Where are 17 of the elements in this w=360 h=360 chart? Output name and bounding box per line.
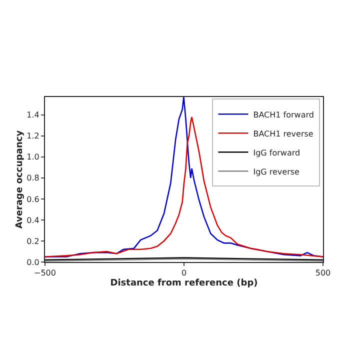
y-axis-title: Average occupancy: [15, 130, 26, 229]
y-tick-label: 0.0: [26, 258, 40, 267]
y-tick-label: 0.4: [26, 216, 40, 225]
y-tick-label: 0.2: [26, 236, 40, 246]
x-tick-label: 0: [181, 268, 187, 278]
x-axis-title: Distance from reference (bp): [110, 278, 258, 288]
x-tick-label: −500: [34, 268, 56, 278]
y-tick-label: 0.6: [26, 194, 40, 204]
y-tick-label: 1.2: [26, 132, 40, 141]
legend-label: BACH1 forward: [253, 110, 314, 120]
x-tick-label: 500: [315, 268, 331, 278]
legend-label: BACH1 reverse: [253, 129, 314, 138]
y-tick-label: 1.4: [26, 110, 40, 120]
y-tick-label: 0.8: [26, 174, 40, 183]
legend-label: IgG forward: [253, 148, 300, 158]
y-tick-label: 1.0: [26, 152, 40, 162]
legend-label: IgG reverse: [253, 167, 300, 176]
